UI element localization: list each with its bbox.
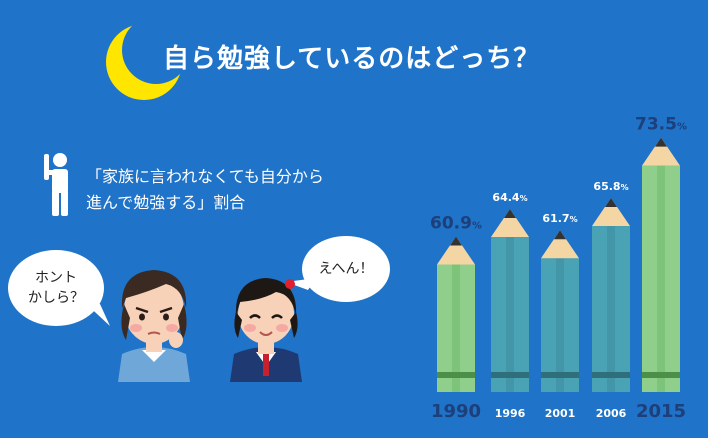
value-label-1996: 64.4% [492, 191, 527, 204]
pencil-band-2001 [541, 372, 579, 378]
speech-bubble-mother: ホント かしら？ [8, 250, 104, 326]
survey-description: 「家族に言われなくても自分から 進んで勉強する」割合 [86, 164, 324, 216]
pencil-bar-shade-1996 [506, 237, 514, 392]
value-unit-1996: % [520, 194, 528, 203]
pencil-tip-2006 [592, 198, 630, 227]
pencil-tip-2001 [541, 230, 579, 259]
pencil-band-2006 [592, 372, 630, 378]
speech-bubble-mother-text: ホント かしら？ [28, 270, 84, 306]
pencil-bar-shade-2015 [657, 165, 665, 392]
pencil-bar-shade-2001 [556, 258, 564, 392]
child-illustration [230, 278, 302, 382]
description-line-1: 「家族に言われなくても自分から [86, 167, 324, 186]
pencil-bar-shade-1990 [452, 264, 460, 392]
value-label-2001: 61.7% [542, 212, 577, 225]
pencil-tip-1990 [437, 236, 475, 265]
value-label-2015: 73.5% [635, 115, 687, 135]
pencil-band-1996 [491, 372, 529, 378]
page-title: 自ら勉強しているのはどっち？ [163, 44, 541, 74]
category-label-2001: 2001 [545, 407, 576, 420]
category-label-1990: 1990 [431, 401, 481, 422]
mother-illustration [118, 270, 190, 382]
category-label-2006: 2006 [596, 407, 627, 420]
person-raising-hand-icon [44, 153, 68, 216]
pencil-lead-2001 [554, 230, 566, 240]
pencil-lead-2015 [655, 137, 667, 147]
value-unit-2006: % [621, 183, 629, 192]
pencil-lead-1990 [450, 236, 462, 246]
description-line-2: 進んで勉強する」割合 [86, 193, 246, 212]
crescent-moon-icon [106, 24, 182, 100]
value-label-2006: 65.8% [593, 180, 628, 193]
value-unit-2015: % [677, 122, 687, 133]
value-unit-1990: % [472, 220, 482, 231]
pencil-bar-shade-2006 [607, 226, 615, 392]
pencil-tip-1996 [491, 209, 529, 238]
speech-bubble-child-text: えへん！ [318, 261, 374, 277]
pencil-lead-2006 [605, 198, 617, 208]
category-label-2015: 2015 [636, 401, 686, 422]
pencil-lead-1996 [504, 209, 516, 219]
pencil-tip-2015 [642, 137, 680, 166]
value-unit-2001: % [570, 215, 578, 224]
pencil-band-2015 [642, 372, 680, 378]
category-label-1996: 1996 [495, 407, 526, 420]
value-label-1990: 60.9% [430, 213, 482, 233]
pencil-band-1990 [437, 372, 475, 378]
speech-bubble-child: えへん！ [302, 236, 390, 302]
